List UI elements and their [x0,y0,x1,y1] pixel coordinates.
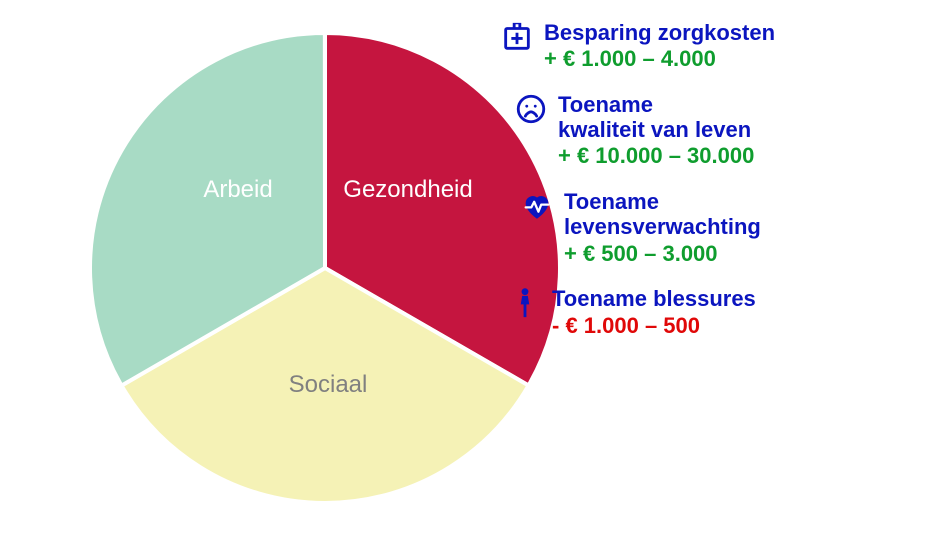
legend-title: Toename kwaliteit van leven [558,92,900,143]
legend-item-levensverwachting: Toename levensverwachting + € 500 – 3.00… [500,189,900,268]
person-icon [508,286,542,320]
slice-label-gezondheid: Gezondheid [343,176,472,204]
legend-item-zorgkosten: Besparing zorgkosten + € 1.000 – 4.000 [500,20,900,74]
legend-value: + € 500 – 3.000 [564,240,900,269]
legend-title-wrap: levensverwachting [564,214,761,239]
legend-title-wrap: kwaliteit van leven [558,117,751,142]
medkit-icon [500,20,534,54]
pie-chart [80,23,570,513]
legend-title-text: Toename [564,189,659,214]
legend-item-kwaliteit: Toename kwaliteit van leven + € 10.000 –… [500,92,900,171]
slice-label-arbeid: Arbeid [203,176,272,204]
legend-title: Toename levensverwachting [564,189,900,240]
legend-title-text: Toename blessures [552,286,756,311]
legend-title: Toename blessures [552,286,900,311]
legend-title-text: Besparing zorgkosten [544,20,775,45]
stage: Gezondheid Sociaal Arbeid Besparing zorg… [0,0,925,536]
legend: Besparing zorgkosten + € 1.000 – 4.000 T… [500,20,900,358]
legend-value: - € 1.000 – 500 [552,312,900,341]
legend-title: Besparing zorgkosten [544,20,900,45]
heart-icon [520,189,554,223]
legend-item-blessures: Toename blessures - € 1.000 – 500 [500,286,900,340]
sadface-icon [514,92,548,126]
legend-title-text: Toename [558,92,653,117]
legend-value: + € 10.000 – 30.000 [558,142,900,171]
legend-value: + € 1.000 – 4.000 [544,45,900,74]
slice-label-sociaal: Sociaal [289,371,368,399]
